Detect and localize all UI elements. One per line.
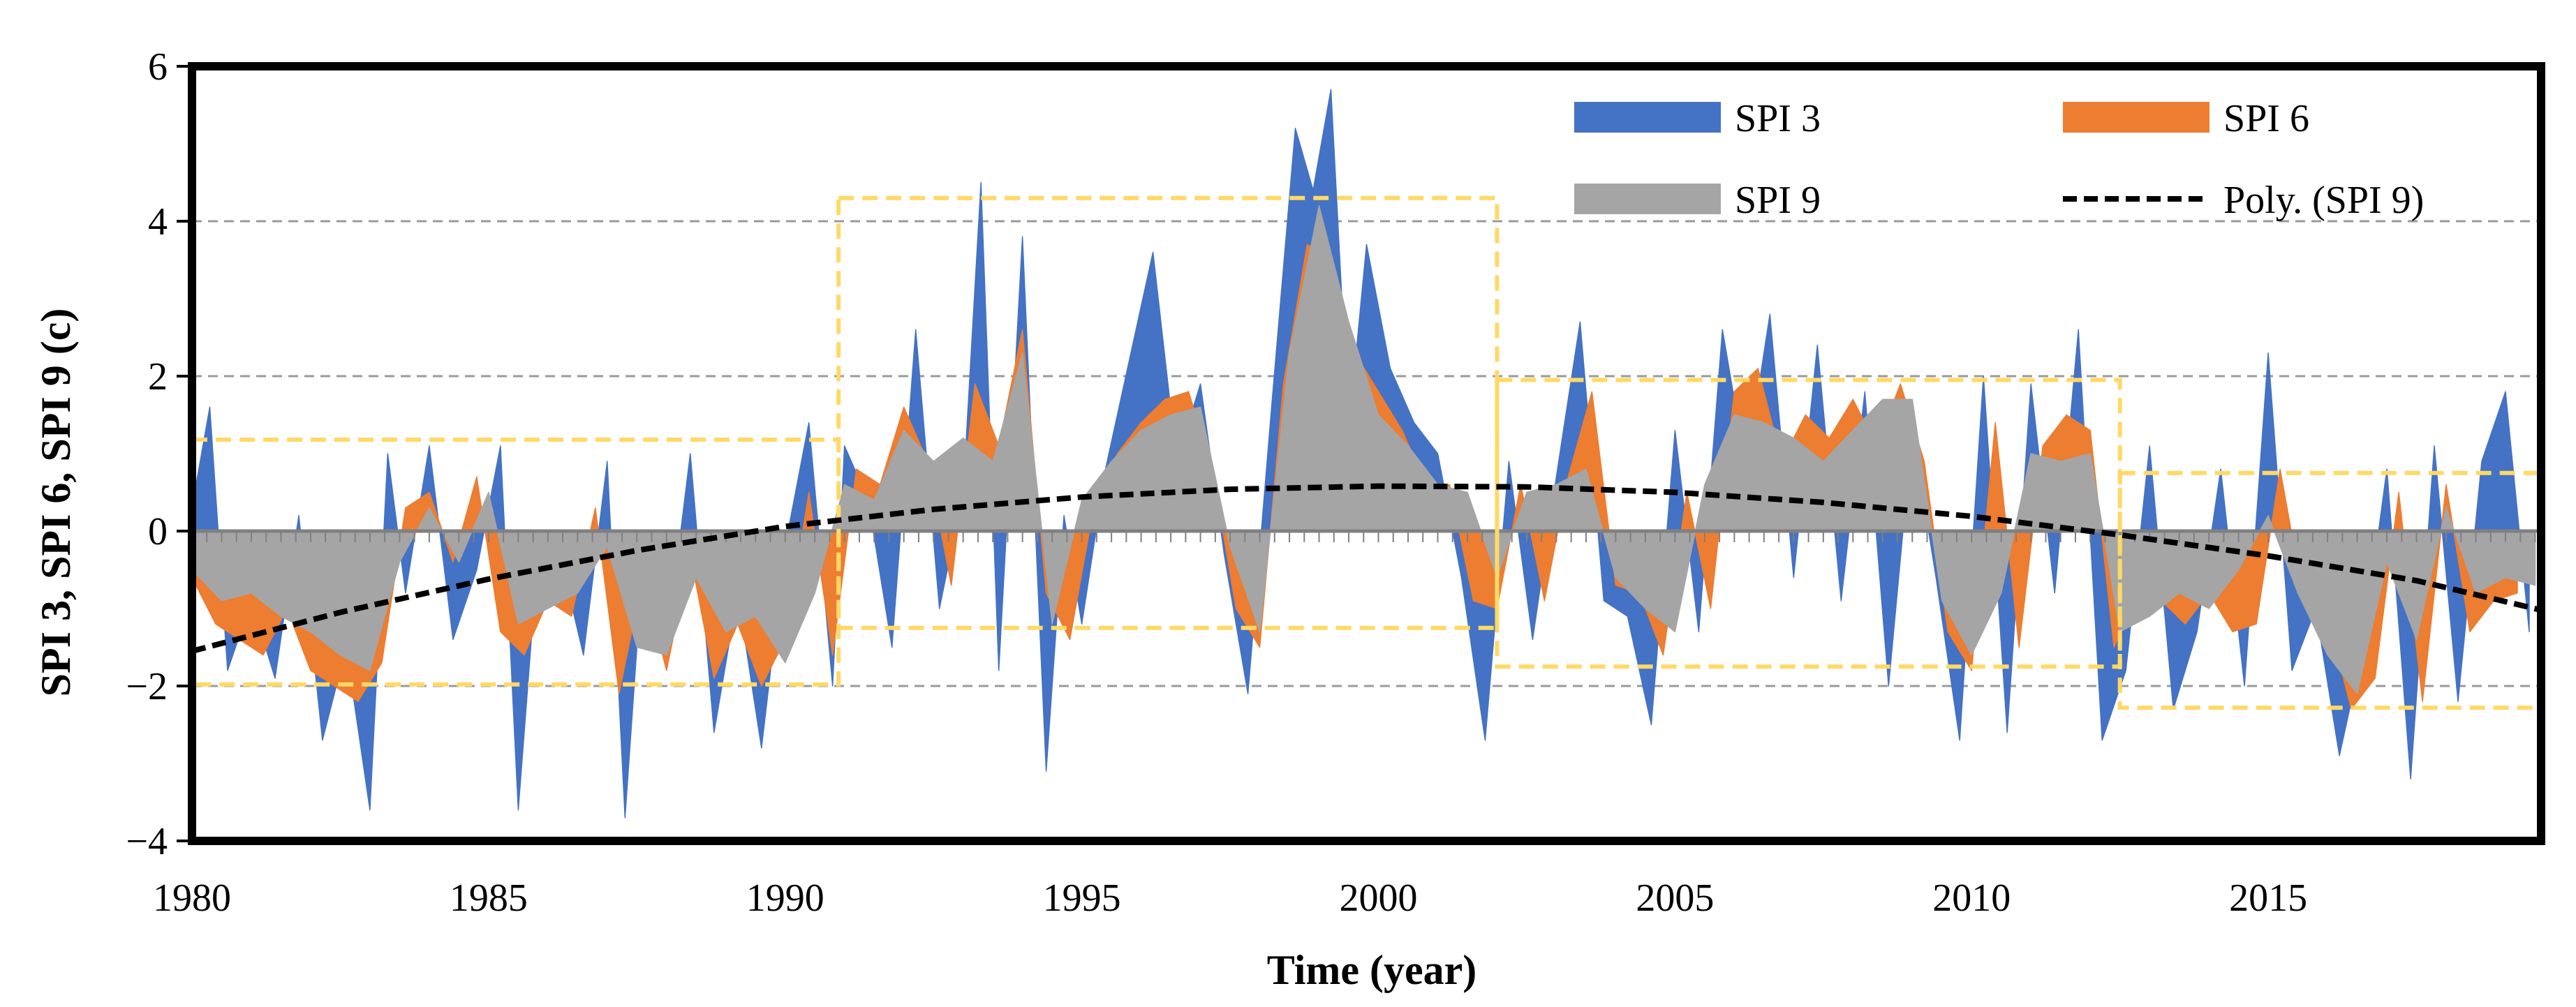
y-tick-label: 2 [148,355,168,398]
plot-frame [188,62,2545,845]
y-axis-title: SPI 3, SPI 6, SPI 9 (c) [33,308,79,697]
y-tick-label: −4 [126,820,168,863]
highlight-boxes [190,195,2543,710]
legend-label: SPI 6 [2223,97,2309,140]
x-tick-label: 1995 [1043,877,1121,920]
legend-label: Poly. (SPI 9) [2223,179,2424,222]
spi9-area [191,205,2536,694]
legend-swatch [2063,102,2209,133]
legend-swatch [1574,102,1721,133]
y-axis-ticks: −4 −2 0 2 4 6 [126,45,192,863]
highlight-box [2117,470,2543,710]
x-tick-label: 2000 [1339,877,1417,920]
x-axis-title: Time (year) [1267,947,1476,993]
zero-axis [191,529,2541,542]
poly-trendline [191,483,2542,654]
x-tick-label: 1990 [746,877,824,920]
y-tick-label: 6 [148,45,168,89]
legend: SPI 3 SPI 6 SPI 9 Poly. (SPI 9) [1574,97,2424,222]
x-tick-label: 2005 [1636,877,1714,920]
y-tick-label: 4 [148,200,168,244]
legend-label: SPI 3 [1735,97,1821,140]
x-tick-label: 1985 [450,877,528,920]
y-tick-label: −2 [126,665,168,708]
x-tick-label: 1980 [153,877,231,920]
spi-areas [191,89,2536,819]
y-tick-label: 0 [148,510,168,553]
x-tick-label: 2010 [1932,877,2011,920]
x-tick-label: 2015 [2229,877,2307,920]
legend-label: SPI 9 [1735,179,1821,222]
legend-swatch [1574,184,1721,214]
x-axis-ticks: 1980 1985 1990 1995 2000 2005 2010 2015 [153,877,2307,920]
